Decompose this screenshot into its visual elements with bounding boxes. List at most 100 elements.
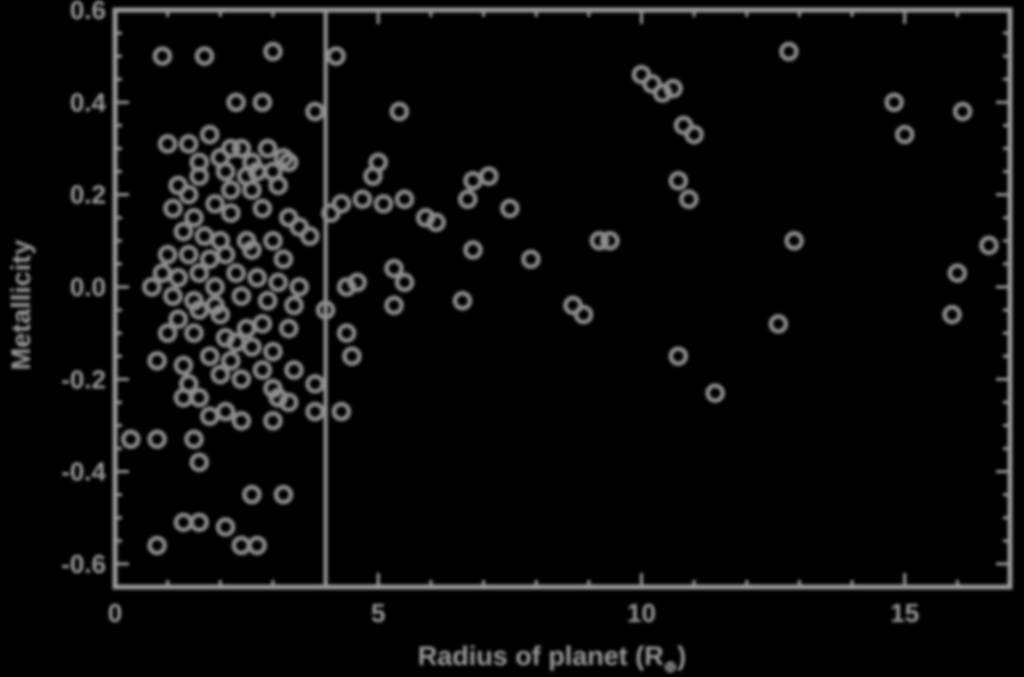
data-point (263, 341, 283, 362)
data-point (121, 429, 141, 450)
data-point (705, 383, 725, 403)
data-point (668, 171, 689, 191)
y-tick-label: 0.4 (70, 87, 107, 117)
data-point (342, 346, 362, 366)
data-point (452, 291, 473, 311)
data-point (284, 295, 304, 316)
data-point (242, 484, 262, 505)
data-point (247, 161, 267, 182)
data-point (394, 189, 415, 210)
data-point (336, 323, 357, 343)
x-tick-label: 0 (108, 598, 122, 628)
data-point (231, 369, 252, 390)
data-point (305, 374, 325, 394)
data-point (252, 198, 273, 219)
data-point (979, 235, 999, 256)
data-point (221, 351, 241, 371)
data-point (247, 267, 267, 288)
y-tick-label: 0.6 (70, 0, 106, 25)
data-point (500, 198, 520, 219)
data-point (252, 360, 273, 380)
data-point (157, 323, 178, 343)
y-tick-label: -0.6 (61, 549, 106, 579)
data-point (236, 318, 257, 339)
data-point (147, 535, 167, 556)
x-tick-labels: 0 5 10 15 (108, 598, 919, 628)
data-point (152, 263, 173, 283)
data-point (184, 323, 204, 343)
data-point (173, 355, 194, 376)
data-point (163, 286, 183, 306)
data-point (189, 387, 209, 408)
data-point (600, 231, 620, 251)
data-point (221, 180, 241, 200)
data-point (263, 411, 283, 431)
data-point (210, 364, 231, 385)
data-point (231, 138, 252, 159)
data-point (263, 41, 283, 62)
plot-frame (112, 7, 1013, 590)
data-point (300, 226, 320, 246)
data-point (315, 300, 336, 320)
data-point (200, 406, 220, 426)
data-point (463, 171, 483, 191)
data-point (242, 180, 262, 200)
data-point (663, 78, 683, 99)
data-point (242, 240, 262, 260)
data-point (252, 92, 273, 113)
data-point (947, 263, 968, 283)
data-point (278, 392, 299, 413)
data-point (168, 267, 188, 288)
data-point (305, 401, 325, 422)
data-point (305, 101, 325, 122)
data-point (215, 517, 236, 537)
data-point (147, 351, 167, 371)
data-point (221, 203, 241, 223)
x-axis-label-subscript: ⊕ (664, 659, 677, 676)
data-point (273, 484, 294, 505)
data-point (463, 240, 483, 260)
data-point (521, 249, 541, 270)
data-point (368, 152, 388, 173)
data-point (273, 249, 294, 270)
data-point (768, 314, 789, 334)
data-point (200, 346, 220, 366)
data-point (210, 304, 231, 325)
data-point (157, 244, 178, 265)
data-point (589, 231, 610, 251)
data-point (205, 277, 225, 297)
data-point (178, 134, 199, 154)
y-tick-label: -0.2 (61, 364, 106, 394)
data-point (189, 452, 209, 473)
data-point (184, 429, 204, 450)
data-point (784, 231, 804, 251)
data-point (242, 337, 262, 357)
data-point (684, 124, 704, 145)
data-point (163, 198, 183, 219)
y-tick-label: -0.4 (61, 457, 106, 487)
data-points (121, 41, 999, 556)
data-point (194, 46, 215, 66)
x-axis-label: Radius of planet (R⊕) (418, 641, 686, 676)
data-point (231, 286, 252, 306)
data-point (278, 152, 299, 173)
data-point (147, 429, 167, 450)
data-point (226, 332, 246, 353)
data-point (389, 101, 410, 122)
data-point (152, 46, 173, 66)
y-tick-label: 0.2 (70, 180, 106, 210)
data-point (247, 535, 267, 556)
data-point (226, 263, 246, 283)
data-point (257, 291, 278, 311)
data-point (326, 46, 346, 66)
data-point (352, 189, 373, 210)
data-point (284, 360, 304, 380)
data-point (231, 411, 252, 431)
data-point (347, 272, 367, 293)
data-point (942, 304, 962, 325)
x-tick-label: 5 (371, 598, 385, 628)
data-point (426, 212, 446, 233)
data-point (178, 244, 199, 265)
data-point (194, 226, 215, 246)
